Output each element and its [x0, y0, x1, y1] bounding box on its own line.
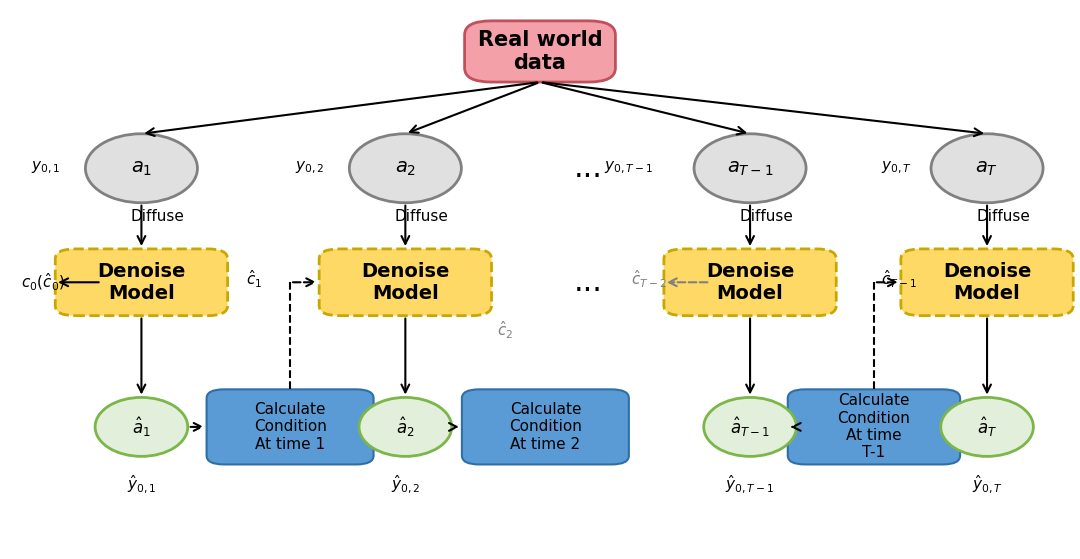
Text: $a_T$: $a_T$: [975, 159, 999, 178]
Text: $\hat{y}_{0,T-1}$: $\hat{y}_{0,T-1}$: [726, 474, 774, 496]
Text: $\hat{a}_{T-1}$: $\hat{a}_{T-1}$: [730, 415, 770, 439]
Text: $\hat{c}_1$: $\hat{c}_1$: [246, 269, 262, 290]
Text: Calculate
Condition
At time 2: Calculate Condition At time 2: [509, 402, 582, 452]
Text: Calculate
Condition
At time
T-1: Calculate Condition At time T-1: [837, 394, 910, 461]
Text: $y_{0,1}$: $y_{0,1}$: [31, 160, 60, 177]
Text: Denoise
Model: Denoise Model: [943, 262, 1031, 303]
FancyBboxPatch shape: [901, 249, 1074, 316]
Text: ...: ...: [575, 154, 603, 183]
Ellipse shape: [85, 134, 198, 203]
Text: $a_2$: $a_2$: [395, 159, 416, 178]
Text: $y_{0,T-1}$: $y_{0,T-1}$: [604, 160, 653, 177]
FancyBboxPatch shape: [464, 21, 616, 82]
Text: $\hat{y}_{0,1}$: $\hat{y}_{0,1}$: [126, 474, 157, 496]
FancyBboxPatch shape: [787, 390, 960, 465]
Text: $c_0(\hat{c}_0)$: $c_0(\hat{c}_0)$: [21, 272, 65, 293]
Ellipse shape: [941, 397, 1034, 456]
Text: $y_{0,T}$: $y_{0,T}$: [881, 160, 912, 177]
Text: Diffuse: Diffuse: [740, 209, 793, 224]
Text: $\hat{a}_2$: $\hat{a}_2$: [396, 415, 415, 439]
Text: $\hat{a}_T$: $\hat{a}_T$: [977, 415, 997, 439]
Text: $\hat{y}_{0,T}$: $\hat{y}_{0,T}$: [972, 474, 1002, 496]
Text: $\hat{c}_2$: $\hat{c}_2$: [498, 320, 514, 342]
Text: Calculate
Condition
At time 1: Calculate Condition At time 1: [254, 402, 326, 452]
Text: $\hat{c}_{T-2}$: $\hat{c}_{T-2}$: [632, 269, 667, 290]
Text: $a_1$: $a_1$: [131, 159, 152, 178]
Ellipse shape: [359, 397, 451, 456]
Ellipse shape: [694, 134, 806, 203]
Ellipse shape: [95, 397, 188, 456]
Text: $y_{0,2}$: $y_{0,2}$: [295, 160, 325, 177]
Text: Denoise
Model: Denoise Model: [97, 262, 186, 303]
Text: $\hat{a}_1$: $\hat{a}_1$: [132, 415, 151, 439]
Text: Denoise
Model: Denoise Model: [361, 262, 449, 303]
Text: Diffuse: Diffuse: [394, 209, 448, 224]
Text: $a_{T-1}$: $a_{T-1}$: [727, 159, 773, 178]
Ellipse shape: [931, 134, 1043, 203]
Ellipse shape: [349, 134, 461, 203]
FancyBboxPatch shape: [320, 249, 491, 316]
Text: $\hat{c}_{T-1}$: $\hat{c}_{T-1}$: [881, 269, 917, 290]
Ellipse shape: [704, 397, 796, 456]
Text: $\hat{y}_{0,2}$: $\hat{y}_{0,2}$: [391, 474, 420, 496]
FancyBboxPatch shape: [206, 390, 374, 465]
Text: Diffuse: Diffuse: [976, 209, 1030, 224]
Text: Diffuse: Diffuse: [131, 209, 185, 224]
Text: Real world
data: Real world data: [477, 30, 603, 73]
Text: ...: ...: [575, 268, 603, 297]
FancyBboxPatch shape: [55, 249, 228, 316]
Text: Denoise
Model: Denoise Model: [706, 262, 794, 303]
FancyBboxPatch shape: [664, 249, 836, 316]
FancyBboxPatch shape: [462, 390, 629, 465]
